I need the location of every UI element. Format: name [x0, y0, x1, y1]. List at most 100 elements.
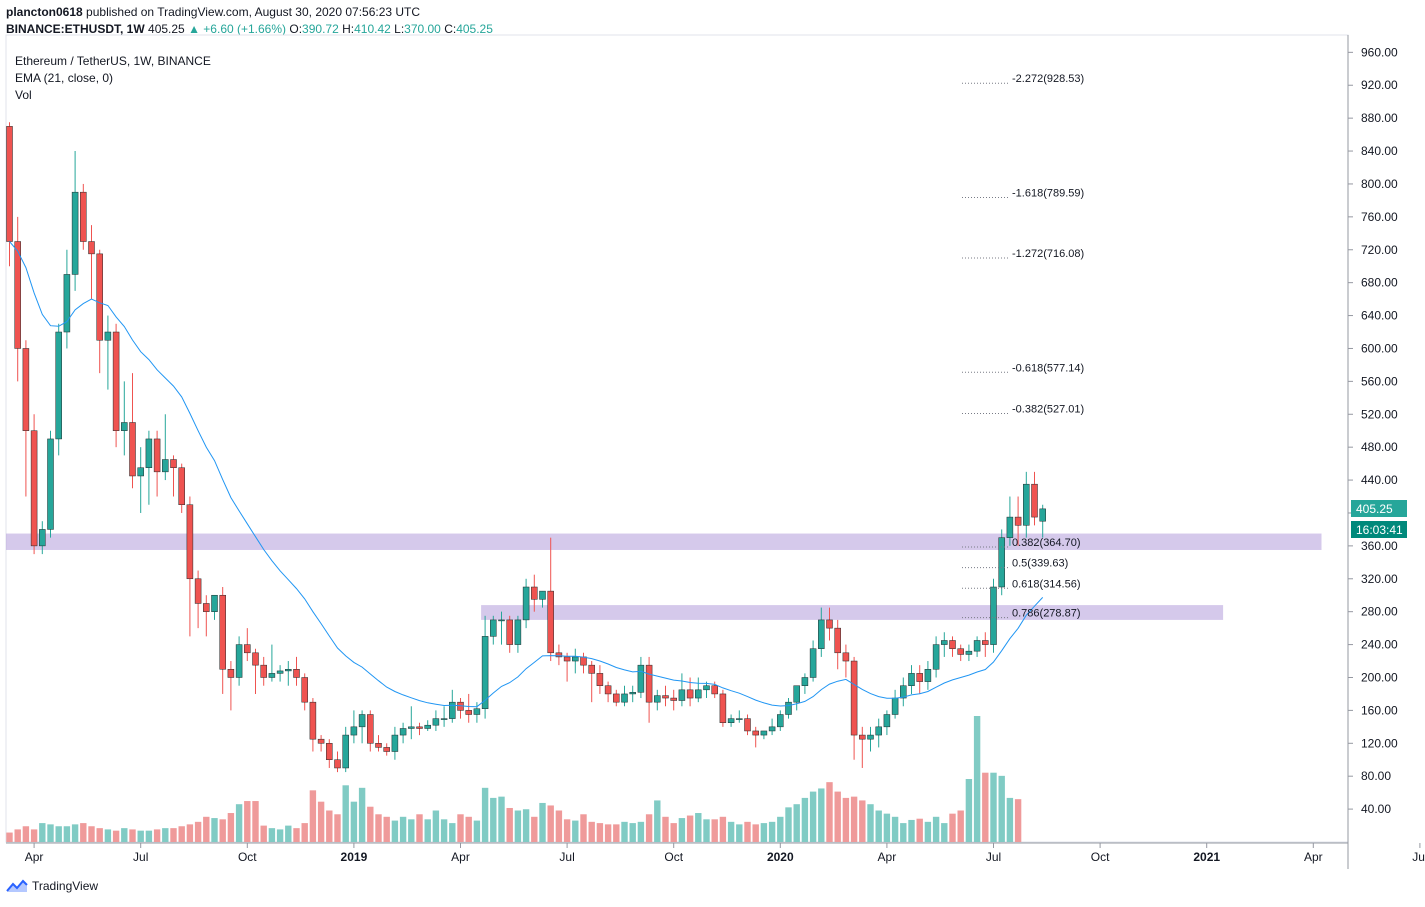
volume-bar — [752, 824, 759, 842]
close-value: 405.25 — [456, 22, 493, 36]
volume-bar — [891, 816, 899, 842]
y-tick-label: 40.00 — [1361, 802, 1391, 816]
volume-bar — [227, 813, 235, 842]
volume-bar — [301, 823, 308, 842]
candle-body — [580, 656, 587, 666]
candle-body — [842, 652, 850, 662]
candle-body — [900, 685, 907, 699]
volume-bar — [777, 816, 784, 842]
volume-bar — [342, 785, 349, 842]
candle — [727, 714, 735, 727]
volume-bar — [563, 819, 571, 842]
candle — [498, 611, 505, 645]
candle-body — [662, 695, 669, 699]
x-tick-label: Jul — [133, 850, 148, 864]
candle-body — [850, 660, 858, 736]
volume-bar — [924, 821, 932, 842]
candle-body — [834, 627, 841, 654]
volume-bar — [654, 800, 661, 842]
candle-body — [916, 673, 923, 682]
candle-body — [235, 644, 243, 678]
candle-body — [63, 274, 71, 333]
volume-bar — [801, 797, 809, 842]
candle-body — [383, 747, 390, 752]
legend-ema[interactable]: EMA (21, close, 0) — [15, 71, 114, 85]
x-tick-label: Oct — [238, 850, 257, 864]
volume-bar — [194, 821, 202, 842]
author-name[interactable]: plancton0618 — [6, 5, 83, 19]
y-tick-label: 240.00 — [1361, 638, 1398, 652]
y-tick-label: 840.00 — [1361, 144, 1398, 158]
volume-bar — [244, 801, 251, 842]
volume-bar — [252, 801, 259, 842]
volume-bar — [80, 823, 87, 842]
candle — [793, 685, 800, 711]
candle-body — [678, 689, 686, 701]
candle — [285, 661, 292, 686]
candle-body — [80, 191, 87, 242]
candle — [998, 529, 1005, 596]
fib-label: 0.382(364.70) — [1012, 537, 1081, 549]
legend-title[interactable]: Ethereum / TetherUS, 1W, BINANCE — [15, 54, 211, 68]
candle-body — [399, 728, 407, 736]
candle-body — [186, 504, 194, 580]
candle-body — [719, 693, 727, 723]
volume-bar — [260, 825, 267, 842]
volume-bar — [736, 824, 743, 842]
footer-brand[interactable]: TradingView — [32, 879, 99, 893]
candle-body — [170, 459, 177, 468]
y-tick-label: 200.00 — [1361, 670, 1398, 684]
candle — [621, 685, 628, 707]
open-value: 390.72 — [302, 22, 339, 36]
quote-line: BINANCE:ETHUSDT, 1W 405.25 ▲ +6.60 (+1.6… — [6, 22, 493, 36]
candle — [293, 656, 300, 686]
candle — [440, 706, 448, 727]
volume-bar — [63, 826, 71, 842]
y-tick-label: 80.00 — [1361, 769, 1391, 783]
tradingview-logo-icon[interactable] — [6, 879, 28, 893]
candle-body — [686, 689, 694, 699]
volume-bar — [30, 829, 38, 842]
last-price: 405.25 — [148, 22, 185, 36]
candle-body — [309, 701, 317, 740]
legend-vol[interactable]: Vol — [15, 88, 32, 102]
y-tick-label: 600.00 — [1361, 341, 1398, 355]
candle — [252, 648, 259, 694]
fib-label: -1.618(789.59) — [1012, 188, 1084, 200]
candle-body — [129, 422, 136, 477]
volume-bar — [645, 814, 653, 842]
candle-body — [211, 594, 218, 612]
volume-bar — [998, 775, 1005, 842]
candle-body — [178, 467, 185, 505]
volume-bar — [186, 824, 194, 842]
volume-bar — [235, 804, 243, 842]
grid — [5, 34, 1349, 843]
candle — [941, 632, 948, 657]
volume-bar — [555, 810, 563, 842]
candle-body — [367, 714, 374, 744]
volume-bar — [375, 814, 382, 842]
candle-body — [276, 670, 284, 674]
candle-body — [596, 673, 604, 686]
y-tick-label: 480.00 — [1361, 440, 1398, 454]
volume-bar — [473, 820, 481, 842]
volume-bar — [941, 823, 948, 842]
candle — [80, 183, 87, 250]
volume-bar — [982, 772, 989, 842]
candle-body — [227, 669, 235, 678]
candle-body — [973, 640, 981, 652]
volume-bar — [1014, 799, 1022, 842]
candle-body — [71, 191, 79, 275]
fib-label: 0.5(339.63) — [1012, 558, 1068, 570]
candle — [531, 574, 538, 612]
volume-bar — [358, 787, 366, 842]
candle — [39, 521, 46, 555]
candle — [744, 714, 751, 736]
candle-body — [293, 669, 300, 678]
candle — [227, 661, 235, 711]
volume-bar — [424, 819, 431, 842]
candle-body — [703, 685, 710, 691]
candle — [555, 644, 563, 666]
candle — [235, 636, 243, 686]
